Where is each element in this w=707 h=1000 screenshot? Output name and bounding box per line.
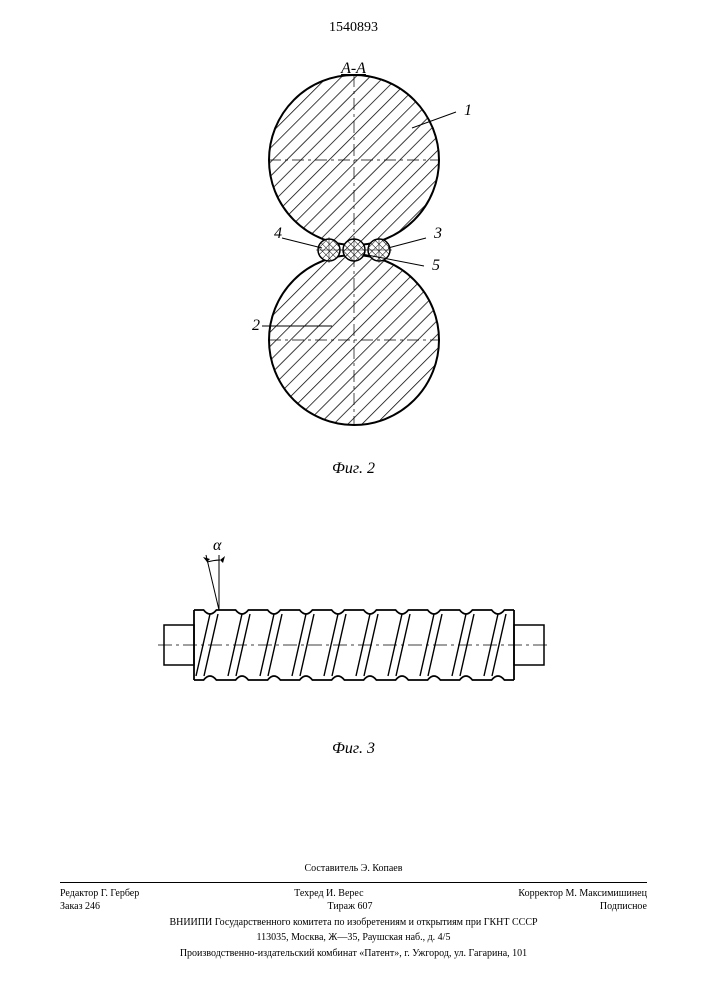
- fig2: 1 2 3 4 5: [0, 60, 707, 445]
- footer-line3: Производственно-издательский комбинат «П…: [60, 947, 647, 961]
- footer-composer: Составитель Э. Копаев: [60, 862, 647, 876]
- svg-text:4: 4: [274, 225, 282, 242]
- footer-row-1: Редактор Г. Гербер Техред И. Верес Корре…: [60, 882, 647, 901]
- svg-text:α: α: [213, 537, 222, 554]
- footer-order: Заказ 246: [60, 900, 100, 914]
- fig2-caption: Фиг. 2: [0, 460, 707, 478]
- footer-tech: Техред И. Верес: [294, 887, 363, 901]
- footer-line1: ВНИИПИ Государственного комитета по изоб…: [60, 916, 647, 930]
- footer-editor: Редактор Г. Гербер: [60, 887, 139, 901]
- fig3-caption: Фиг. 3: [0, 740, 707, 758]
- fig3: α: [0, 530, 707, 735]
- page: 1540893 A-A 12345 Фиг. 2 α Фиг. 3 Состав…: [0, 0, 707, 1000]
- footer-row-2: Заказ 246 Тираж 607 Подписное: [60, 900, 647, 914]
- footer-subscription: Подписное: [600, 900, 647, 914]
- svg-text:3: 3: [433, 225, 442, 242]
- footer-corrector: Корректор М. Максимишинец: [518, 887, 647, 901]
- patent-number: 1540893: [0, 20, 707, 36]
- footer-circulation: Тираж 607: [327, 900, 372, 914]
- svg-text:1: 1: [464, 102, 472, 119]
- svg-text:2: 2: [252, 317, 260, 334]
- svg-text:5: 5: [432, 257, 440, 274]
- footer-line2: 113035, Москва, Ж—35, Раушская наб., д. …: [60, 931, 647, 945]
- footer: Составитель Э. Копаев Редактор Г. Гербер…: [60, 862, 647, 960]
